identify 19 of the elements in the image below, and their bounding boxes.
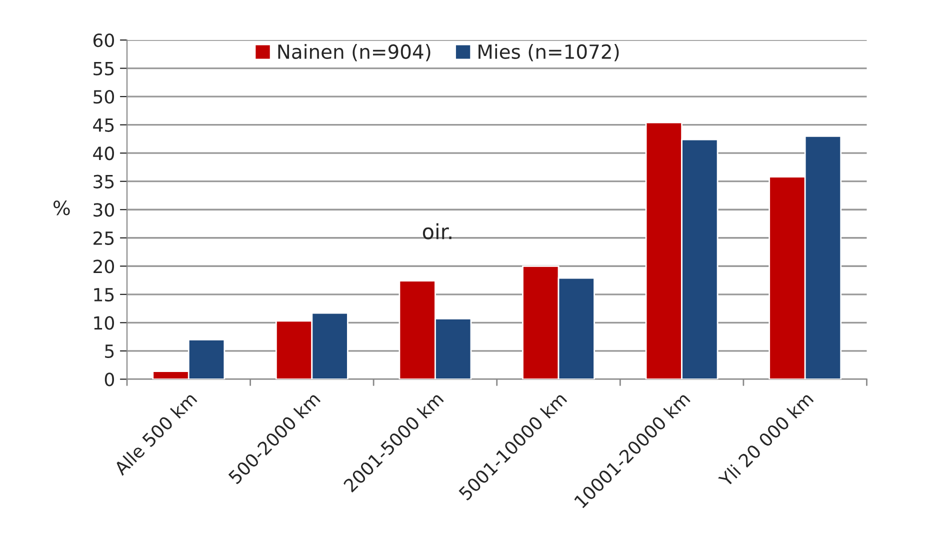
legend-label: Mies (n=1072) xyxy=(478,44,619,62)
y-tick-label: 5 xyxy=(105,344,114,358)
y-tick-label: 30 xyxy=(94,203,114,217)
y-tick-label: 20 xyxy=(94,260,114,274)
y-tick-label: 45 xyxy=(93,118,114,132)
y-tick-label: 0 xyxy=(104,372,114,386)
y-tick-label: 10 xyxy=(94,316,114,330)
x-tick-label: Yli 20 000 km xyxy=(718,391,814,488)
y-tick-label: 40 xyxy=(93,146,114,160)
x-tick-label: Alle 500 km xyxy=(112,391,198,476)
y-tick-label: 60 xyxy=(93,33,114,48)
y-tick-label: 35 xyxy=(94,174,114,188)
annotation: oir. xyxy=(422,223,452,240)
y-tick-label: 25 xyxy=(94,231,114,245)
legend-label: Nainen (n=904) xyxy=(278,44,430,62)
y-tick-label: 50 xyxy=(94,90,114,104)
y-axis-title: % xyxy=(53,200,70,216)
y-tick-label: 55 xyxy=(94,62,114,76)
y-tick-label: 15 xyxy=(94,288,114,302)
